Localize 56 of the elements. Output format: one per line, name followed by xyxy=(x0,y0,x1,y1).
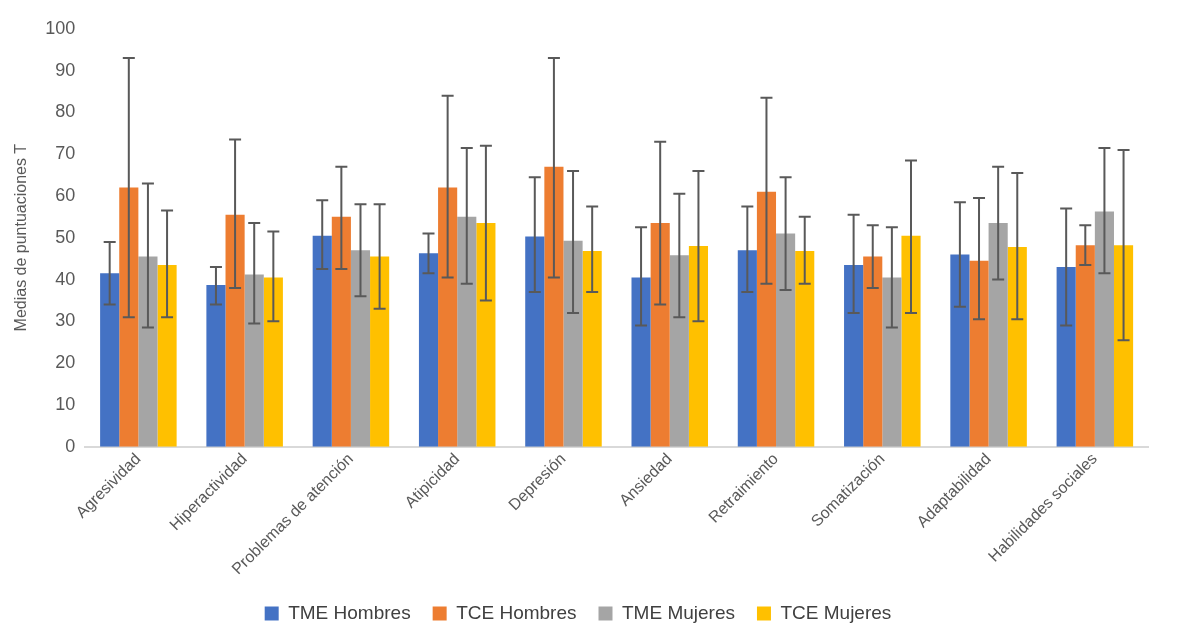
bar xyxy=(206,284,226,447)
y-tick-label: 30 xyxy=(55,310,76,331)
y-tick-label: 40 xyxy=(55,268,76,289)
bar xyxy=(863,256,883,447)
bar xyxy=(563,240,583,447)
bar xyxy=(370,256,390,447)
y-tick-label: 60 xyxy=(55,184,76,205)
bar xyxy=(119,187,139,447)
y-tick-label: 80 xyxy=(55,101,76,122)
y-tick-label: 90 xyxy=(55,59,76,80)
y-tick-label: 20 xyxy=(55,352,76,373)
bar xyxy=(737,250,757,447)
bar xyxy=(582,251,602,447)
y-axis-title: Medias de puntuaciones T xyxy=(12,143,30,332)
legend-label: TME Mujeres xyxy=(622,601,735,623)
y-tick-label: 0 xyxy=(65,435,76,456)
bar xyxy=(669,255,689,447)
bar xyxy=(988,223,1008,447)
legend-label: TCE Hombres xyxy=(456,601,577,623)
bar xyxy=(1094,211,1114,447)
bar xyxy=(244,274,264,447)
y-tick-label: 50 xyxy=(55,226,76,247)
bar xyxy=(844,264,864,447)
bar xyxy=(100,273,120,447)
bar xyxy=(688,246,709,447)
bar xyxy=(418,253,439,447)
bar xyxy=(901,235,921,447)
bar xyxy=(1007,246,1027,447)
bar xyxy=(138,256,158,447)
bar xyxy=(756,191,777,447)
bar xyxy=(225,214,245,447)
bar xyxy=(631,277,651,447)
bar xyxy=(776,233,796,447)
legend-label: TME Hombres xyxy=(288,601,411,623)
bar xyxy=(457,216,477,447)
bar xyxy=(157,264,177,447)
bar xyxy=(950,254,970,447)
bar xyxy=(350,250,371,447)
bar xyxy=(525,236,545,447)
bar xyxy=(882,277,902,447)
bar xyxy=(312,235,332,447)
legend-label: TCE Mujeres xyxy=(780,601,892,623)
bar xyxy=(438,187,458,447)
bar xyxy=(263,277,283,447)
bar xyxy=(969,260,989,447)
bar xyxy=(1113,245,1134,447)
bar xyxy=(650,223,670,447)
bar xyxy=(1056,267,1076,447)
y-tick-label: 100 xyxy=(45,17,76,38)
bar xyxy=(544,166,564,447)
bar xyxy=(795,251,815,447)
bar xyxy=(1075,245,1095,447)
bar xyxy=(331,216,351,447)
y-tick-label: 70 xyxy=(55,143,76,164)
bar xyxy=(476,223,496,447)
y-tick-label: 10 xyxy=(55,393,76,414)
